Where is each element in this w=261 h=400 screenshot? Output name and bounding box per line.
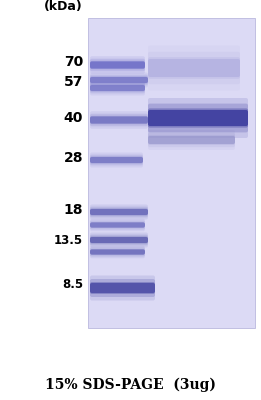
FancyBboxPatch shape xyxy=(90,237,148,243)
Text: 18: 18 xyxy=(63,203,83,217)
Text: 57: 57 xyxy=(64,75,83,89)
FancyBboxPatch shape xyxy=(148,52,240,84)
FancyBboxPatch shape xyxy=(90,232,148,248)
FancyBboxPatch shape xyxy=(90,209,148,215)
FancyBboxPatch shape xyxy=(90,219,145,231)
FancyBboxPatch shape xyxy=(148,98,248,138)
FancyBboxPatch shape xyxy=(148,108,248,128)
FancyBboxPatch shape xyxy=(90,204,148,220)
Bar xyxy=(88,18,255,328)
FancyBboxPatch shape xyxy=(148,133,235,147)
FancyBboxPatch shape xyxy=(90,234,148,245)
FancyBboxPatch shape xyxy=(90,276,155,300)
FancyBboxPatch shape xyxy=(148,135,235,145)
FancyBboxPatch shape xyxy=(90,80,145,96)
FancyBboxPatch shape xyxy=(90,62,145,68)
FancyBboxPatch shape xyxy=(90,222,145,228)
FancyBboxPatch shape xyxy=(90,72,148,88)
Text: (kDa): (kDa) xyxy=(44,0,83,13)
FancyBboxPatch shape xyxy=(90,220,145,230)
FancyBboxPatch shape xyxy=(90,156,143,164)
FancyBboxPatch shape xyxy=(90,74,148,85)
Text: 28: 28 xyxy=(63,151,83,165)
FancyBboxPatch shape xyxy=(90,208,148,216)
FancyBboxPatch shape xyxy=(148,59,240,77)
Text: 15% SDS-PAGE  (3ug): 15% SDS-PAGE (3ug) xyxy=(45,378,216,392)
FancyBboxPatch shape xyxy=(90,157,143,163)
FancyBboxPatch shape xyxy=(148,46,240,90)
Text: 13.5: 13.5 xyxy=(54,234,83,246)
FancyBboxPatch shape xyxy=(90,154,143,166)
FancyBboxPatch shape xyxy=(148,130,235,150)
FancyBboxPatch shape xyxy=(90,249,145,255)
FancyBboxPatch shape xyxy=(90,114,148,126)
FancyBboxPatch shape xyxy=(90,76,148,84)
FancyBboxPatch shape xyxy=(90,250,145,254)
FancyBboxPatch shape xyxy=(90,61,145,69)
FancyBboxPatch shape xyxy=(90,222,145,228)
FancyBboxPatch shape xyxy=(90,83,145,93)
FancyBboxPatch shape xyxy=(90,279,155,297)
FancyBboxPatch shape xyxy=(90,283,155,293)
Text: 40: 40 xyxy=(64,111,83,125)
FancyBboxPatch shape xyxy=(148,136,235,144)
FancyBboxPatch shape xyxy=(148,57,240,79)
FancyBboxPatch shape xyxy=(90,59,145,71)
FancyBboxPatch shape xyxy=(90,248,145,256)
FancyBboxPatch shape xyxy=(90,116,148,124)
FancyBboxPatch shape xyxy=(90,246,145,258)
FancyBboxPatch shape xyxy=(90,84,145,92)
FancyBboxPatch shape xyxy=(90,206,148,218)
FancyBboxPatch shape xyxy=(148,110,248,126)
Text: 8.5: 8.5 xyxy=(62,278,83,292)
FancyBboxPatch shape xyxy=(148,104,248,132)
FancyBboxPatch shape xyxy=(90,85,145,91)
FancyBboxPatch shape xyxy=(90,236,148,244)
FancyBboxPatch shape xyxy=(90,56,145,74)
FancyBboxPatch shape xyxy=(90,116,148,124)
Text: 70: 70 xyxy=(64,55,83,69)
FancyBboxPatch shape xyxy=(90,111,148,129)
FancyBboxPatch shape xyxy=(90,77,148,83)
FancyBboxPatch shape xyxy=(90,152,143,168)
FancyBboxPatch shape xyxy=(90,282,155,294)
